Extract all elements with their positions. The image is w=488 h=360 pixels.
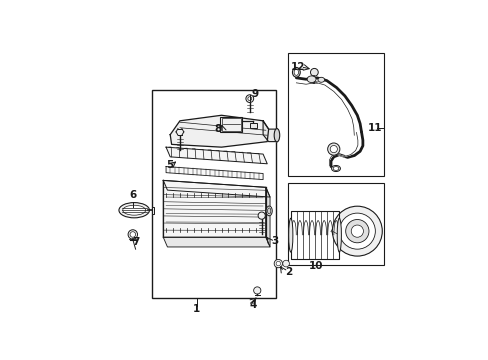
Ellipse shape [331,166,340,172]
Text: 11: 11 [367,123,382,133]
Bar [221,118,241,131]
Polygon shape [166,147,267,164]
Circle shape [345,220,368,243]
Polygon shape [263,121,276,141]
Polygon shape [265,187,269,247]
Bar [151,207,154,213]
Circle shape [310,68,318,76]
Text: 12: 12 [290,62,305,72]
Text: 6: 6 [129,190,136,200]
Bar [287,53,383,176]
Ellipse shape [119,203,149,218]
Bar [249,123,256,128]
Circle shape [253,287,260,294]
Bar [220,117,242,132]
Ellipse shape [292,67,300,77]
Polygon shape [163,180,269,197]
Bar [152,90,275,298]
Polygon shape [166,167,263,180]
Text: 4: 4 [249,300,256,310]
Circle shape [339,213,375,249]
Circle shape [128,230,137,239]
Text: 9: 9 [251,89,258,99]
Polygon shape [170,115,268,147]
Circle shape [258,212,265,219]
Circle shape [332,206,382,256]
Circle shape [329,145,337,153]
Text: 7: 7 [132,237,139,247]
Circle shape [327,143,339,155]
Ellipse shape [317,77,324,82]
Ellipse shape [274,129,279,142]
Ellipse shape [265,206,272,216]
Circle shape [130,232,135,237]
Circle shape [274,260,282,268]
Ellipse shape [267,208,270,214]
Ellipse shape [293,69,298,75]
Text: 10: 10 [308,261,323,271]
Polygon shape [163,180,265,237]
Circle shape [350,225,363,237]
Text: 5: 5 [166,160,173,170]
Circle shape [282,260,289,267]
Ellipse shape [337,218,341,252]
Text: 2: 2 [285,267,292,277]
Text: 1: 1 [193,304,200,314]
Ellipse shape [306,76,315,82]
Circle shape [245,95,253,103]
Ellipse shape [288,218,292,252]
Ellipse shape [122,205,145,215]
Polygon shape [163,237,269,247]
Text: 3: 3 [271,237,278,246]
Circle shape [247,97,251,100]
Bar [290,211,339,260]
Text: 8: 8 [214,124,221,134]
Ellipse shape [332,167,338,170]
Circle shape [276,261,280,266]
Bar [287,183,383,265]
